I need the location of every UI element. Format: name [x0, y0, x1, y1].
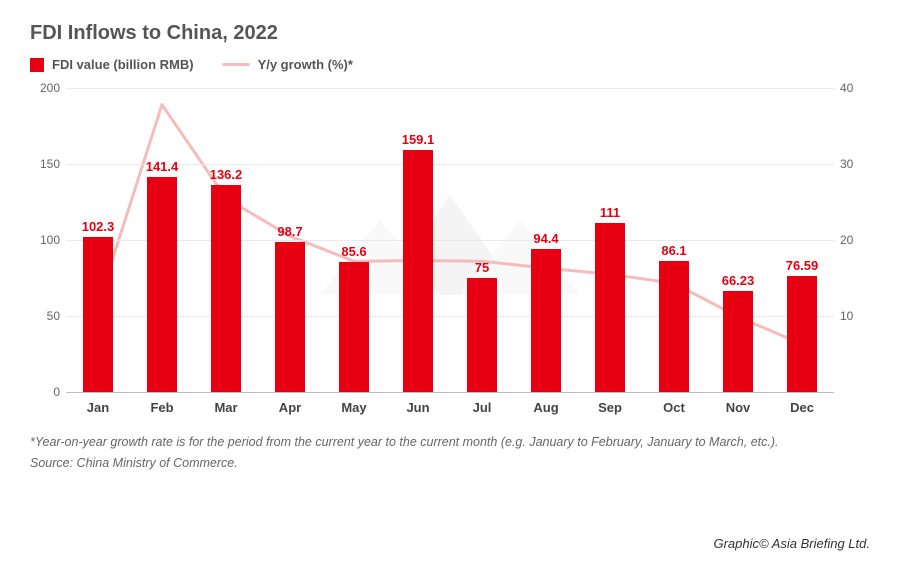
x-tick-label: Mar — [214, 400, 237, 415]
chart-title: FDI Inflows to China, 2022 — [30, 22, 870, 45]
legend-line-label: Y/y growth (%)* — [258, 57, 353, 72]
bar-value-label: 98.7 — [277, 224, 302, 239]
bar-value-label: 75 — [475, 260, 489, 275]
footnotes: *Year-on-year growth rate is for the per… — [30, 432, 870, 475]
x-tick-label: Feb — [150, 400, 173, 415]
footnote-method: *Year-on-year growth rate is for the per… — [30, 432, 870, 453]
gridline — [66, 164, 834, 165]
bar — [339, 262, 370, 392]
y-right-tick: 40 — [840, 81, 870, 95]
bar — [659, 261, 690, 392]
y-left-tick: 50 — [30, 309, 60, 323]
graphic-credit: Graphic© Asia Briefing Ltd. — [713, 536, 870, 551]
x-tick-label: Aug — [533, 400, 558, 415]
x-tick-label: Jan — [87, 400, 109, 415]
bar — [723, 291, 754, 392]
y-left-tick: 150 — [30, 157, 60, 171]
bar — [595, 223, 626, 392]
x-tick-label: Sep — [598, 400, 622, 415]
bar — [787, 276, 818, 392]
bar — [83, 237, 114, 392]
y-left-tick: 0 — [30, 385, 60, 399]
bar-value-label: 141.4 — [146, 159, 179, 174]
x-tick-label: Oct — [663, 400, 685, 415]
bar-value-label: 86.1 — [661, 243, 686, 258]
y-right-tick: 10 — [840, 309, 870, 323]
legend: FDI value (billion RMB) Y/y growth (%)* — [30, 57, 870, 72]
growth-line — [98, 105, 802, 344]
gridline — [66, 316, 834, 317]
x-tick-label: Nov — [726, 400, 751, 415]
bar — [275, 242, 306, 392]
bar-swatch-icon — [30, 58, 44, 72]
bar — [403, 150, 434, 392]
chart-area: 05010015020010203040102.3141.4136.298.78… — [30, 88, 870, 418]
x-tick-label: Dec — [790, 400, 814, 415]
line-swatch-icon — [222, 63, 250, 66]
y-left-tick: 200 — [30, 81, 60, 95]
gridline — [66, 392, 834, 393]
bar-value-label: 159.1 — [402, 132, 435, 147]
legend-item-bar: FDI value (billion RMB) — [30, 57, 194, 72]
legend-item-line: Y/y growth (%)* — [222, 57, 353, 72]
y-right-tick: 30 — [840, 157, 870, 171]
x-tick-label: May — [341, 400, 366, 415]
bar-value-label: 111 — [600, 205, 620, 220]
bar — [147, 177, 178, 392]
bar-value-label: 136.2 — [210, 167, 243, 182]
gridline — [66, 240, 834, 241]
y-right-tick: 20 — [840, 233, 870, 247]
x-tick-label: Jun — [406, 400, 429, 415]
legend-bar-label: FDI value (billion RMB) — [52, 57, 194, 72]
bar-value-label: 94.4 — [533, 231, 558, 246]
plot-area: 05010015020010203040102.3141.4136.298.78… — [66, 88, 834, 392]
bar-value-label: 76.59 — [786, 258, 819, 273]
bar-value-label: 66.23 — [722, 273, 755, 288]
bar-value-label: 85.6 — [341, 244, 366, 259]
gridline — [66, 88, 834, 89]
x-axis-labels: Jan Feb Mar Apr May Jun Jul Aug Sep Oct Nov Dec — [66, 396, 834, 418]
x-tick-label: Apr — [279, 400, 301, 415]
x-tick-label: Jul — [473, 400, 492, 415]
bar — [211, 185, 242, 392]
bar-value-label: 102.3 — [82, 219, 115, 234]
bar — [467, 278, 498, 392]
bar — [531, 249, 562, 392]
y-left-tick: 100 — [30, 233, 60, 247]
footnote-source: Source: China Ministry of Commerce. — [30, 453, 870, 474]
chart-container: FDI Inflows to China, 2022 FDI value (bi… — [0, 0, 900, 563]
